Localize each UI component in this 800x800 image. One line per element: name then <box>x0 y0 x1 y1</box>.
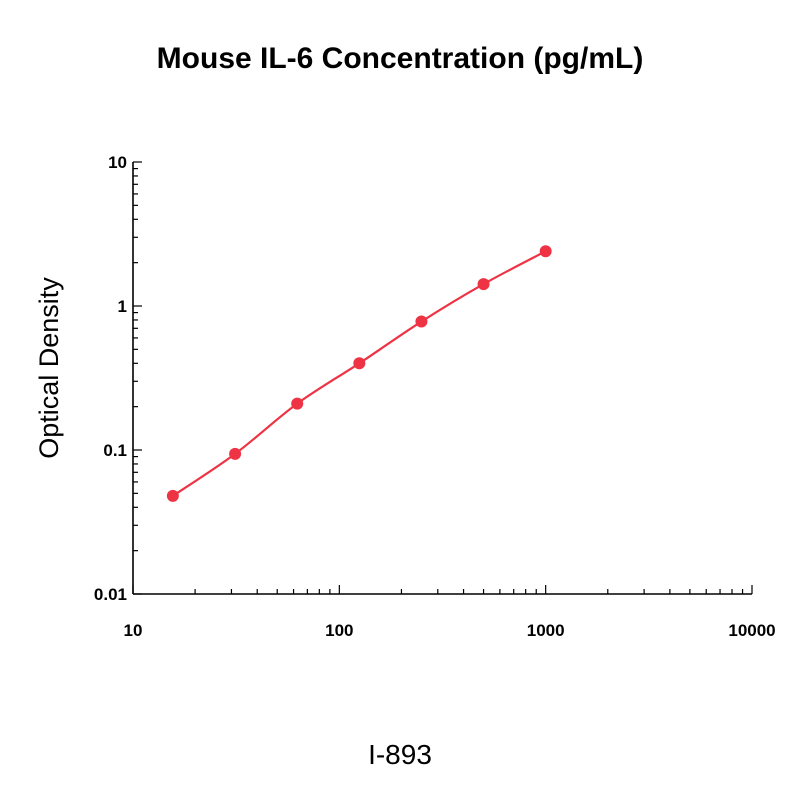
x-tick-label: 10000 <box>728 621 775 640</box>
x-tick-label: 10 <box>124 621 143 640</box>
y-tick-label: 0.1 <box>103 441 127 460</box>
y-axis-label: Optical Density <box>34 277 64 459</box>
y-tick-label: 1 <box>118 297 127 316</box>
x-tick-label: 1000 <box>527 621 565 640</box>
data-point <box>229 447 242 460</box>
data-point <box>477 278 490 291</box>
data-point <box>539 245 552 258</box>
fit-curve <box>172 250 547 497</box>
data-point <box>291 397 304 410</box>
data-point <box>415 315 428 328</box>
axis-tick-labels: 10 100 1000 10000 0.01 0.1 1 10 <box>94 153 776 640</box>
figure-caption: I-893 <box>368 739 432 770</box>
y-tick-label: 10 <box>108 153 127 172</box>
x-tick-label: 100 <box>325 621 353 640</box>
axes <box>132 162 752 595</box>
axis-ticks <box>132 161 753 595</box>
data-series <box>166 245 552 502</box>
data-point <box>166 489 179 502</box>
data-point <box>353 357 366 370</box>
chart-title: Mouse IL-6 Concentration (pg/mL) <box>157 42 644 75</box>
y-tick-label: 0.01 <box>94 585 127 604</box>
